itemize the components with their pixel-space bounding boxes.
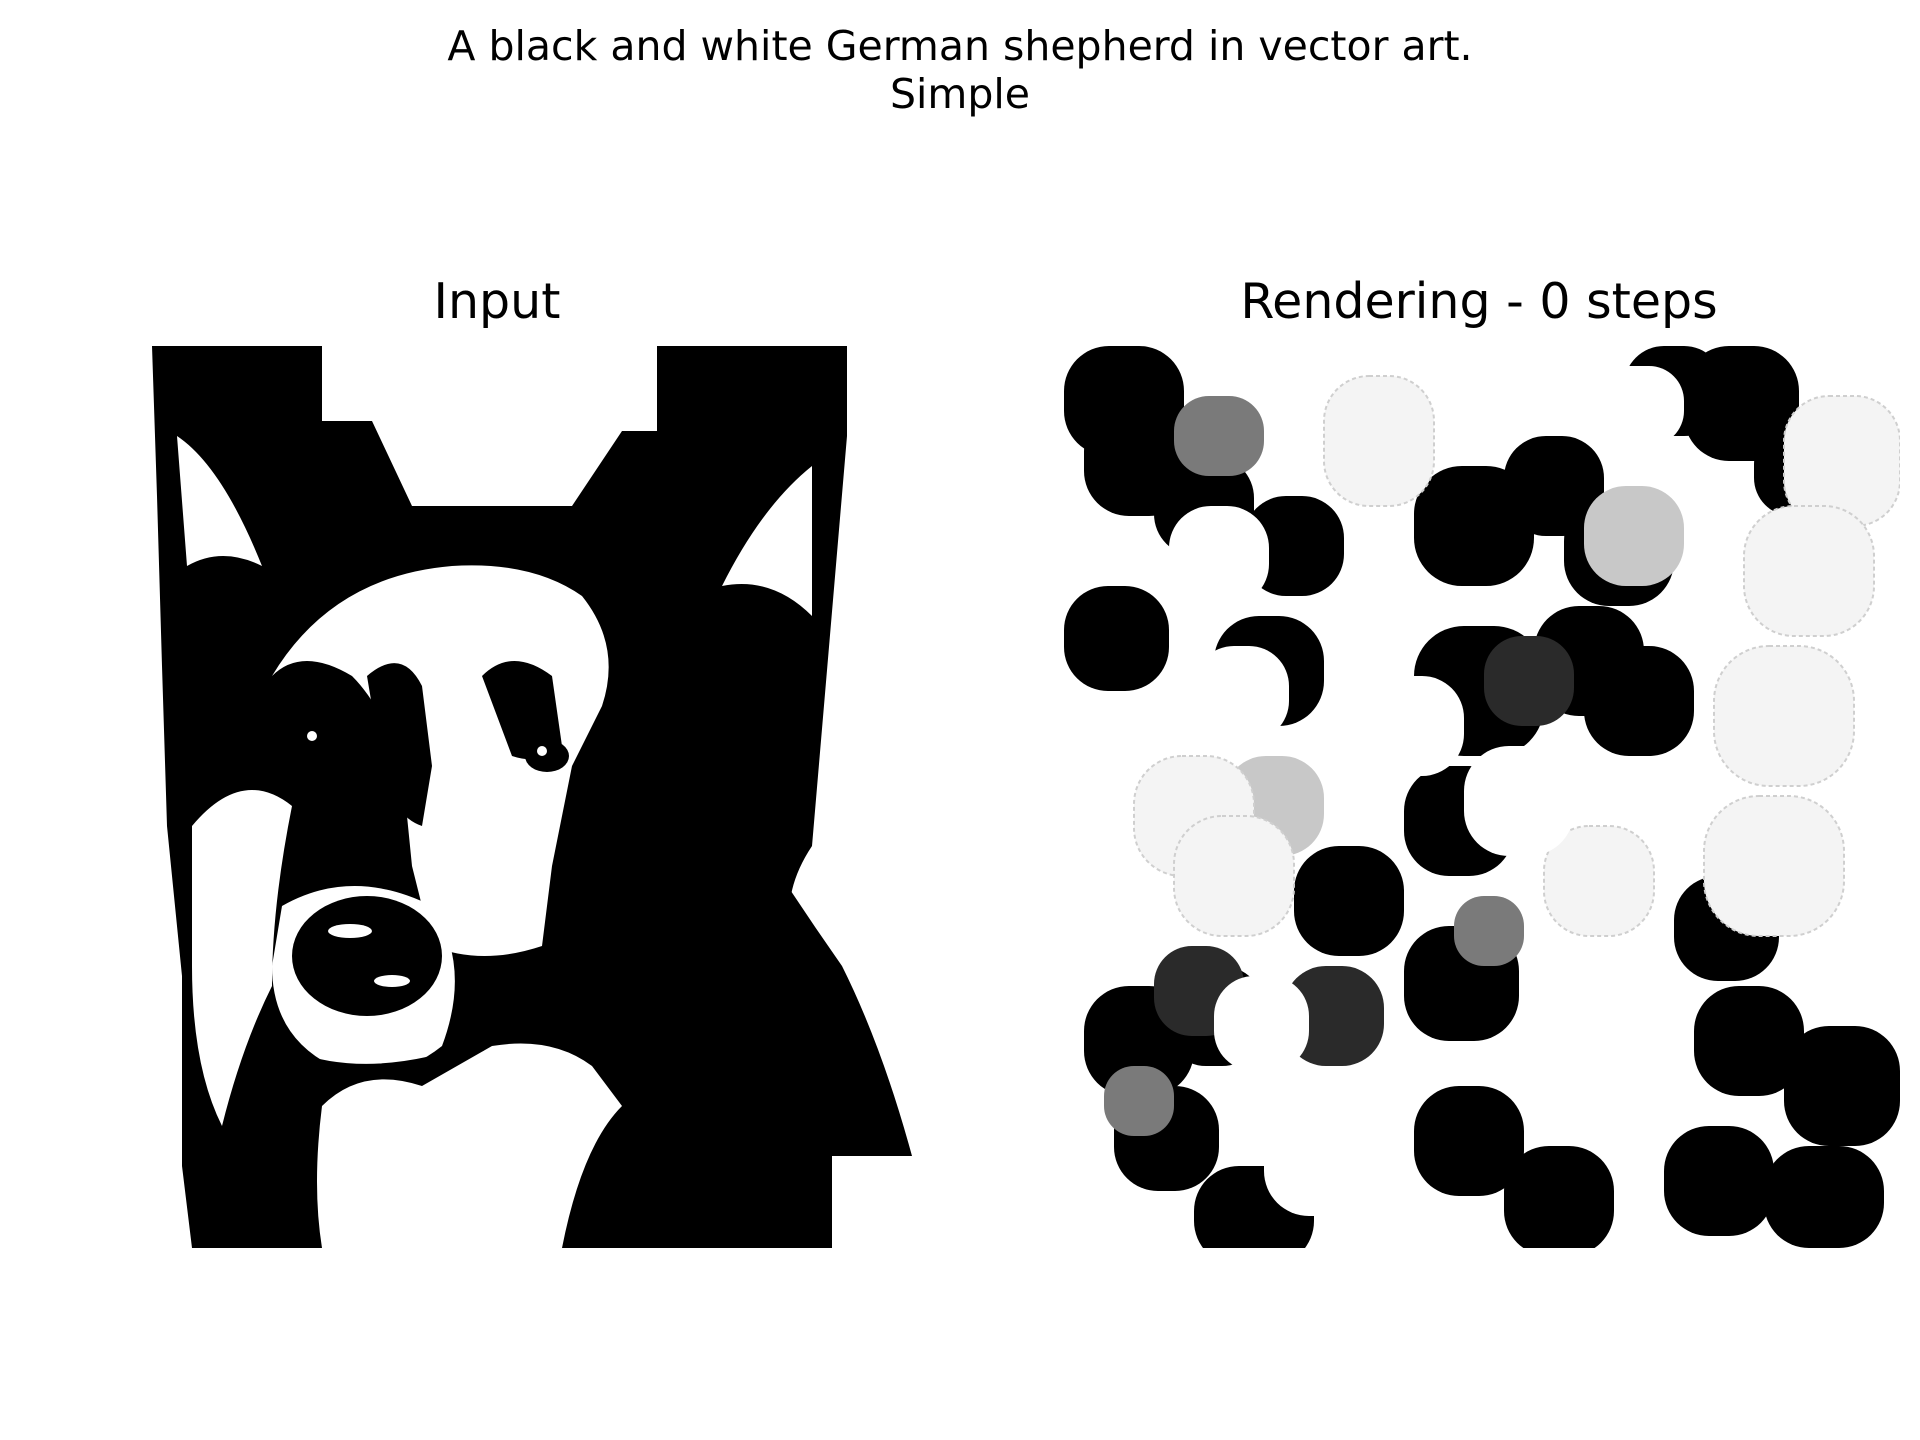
- blob: [1543, 825, 1655, 937]
- blob: [1294, 846, 1404, 956]
- suptitle-line-1: A black and white German shepherd in vec…: [447, 22, 1473, 70]
- input-panel-title: Input: [433, 273, 561, 330]
- blob: [1064, 586, 1169, 691]
- blob: [1244, 496, 1344, 596]
- blob: [1584, 646, 1694, 756]
- blob-rendering: [1064, 346, 1900, 1248]
- blob: [1713, 645, 1855, 787]
- blob: [1104, 1066, 1174, 1136]
- blob: [1694, 986, 1804, 1096]
- blob: [1784, 1026, 1900, 1146]
- figure-suptitle: A black and white German shepherd in vec…: [0, 22, 1920, 118]
- blob: [1584, 366, 1684, 446]
- blob: [1464, 746, 1574, 856]
- blob: [1194, 646, 1289, 741]
- dog-illustration: [152, 346, 952, 1248]
- blob: [1214, 976, 1309, 1071]
- blob: [1414, 1086, 1524, 1196]
- blob: [1414, 466, 1534, 586]
- blob: [1174, 396, 1264, 476]
- rendering-panel-title: Rendering - 0 steps: [1240, 273, 1718, 330]
- blob: [1284, 966, 1384, 1066]
- blob: [1684, 346, 1799, 461]
- blob: [1169, 506, 1269, 606]
- blob: [1454, 896, 1524, 966]
- blob: [1264, 1106, 1374, 1216]
- blob: [1484, 636, 1574, 726]
- input-image: [152, 346, 952, 1248]
- blob: [1664, 1126, 1774, 1236]
- blob: [1173, 815, 1295, 937]
- blob: [1703, 795, 1845, 937]
- blob: [1364, 676, 1464, 776]
- blob: [1743, 505, 1875, 637]
- suptitle-line-2: Simple: [890, 70, 1030, 118]
- blob: [1504, 1146, 1614, 1248]
- blob: [1323, 375, 1435, 507]
- blob: [1764, 1146, 1884, 1248]
- rendering-image: [1064, 346, 1900, 1248]
- blob: [1584, 486, 1684, 586]
